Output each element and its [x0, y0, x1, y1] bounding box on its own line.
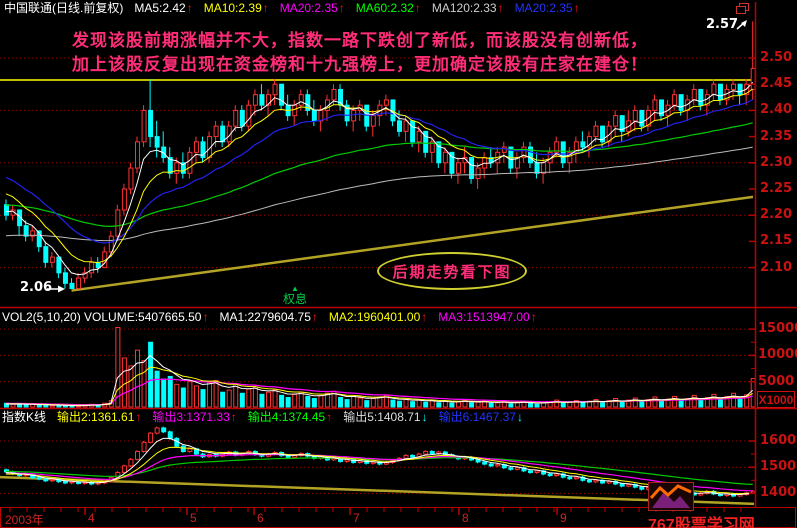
indicator-value: VOL2(5,10,20) VOLUME:5407665.50 ↑ [2, 310, 208, 324]
indicator-value: MA120:2.33 ↑ [432, 1, 504, 15]
callout-arrows [47, 20, 747, 293]
indicator-value: 输出6:1467.37 ↓ [439, 410, 523, 424]
watermark-site-name: 767股票学习网 [648, 517, 755, 528]
indicator-value: 输出2:1361.61 ↑ [57, 410, 141, 424]
indicator-value: 指数K线 [2, 410, 46, 424]
indicator-value: 输出3:1371.33 ↑ [152, 410, 236, 424]
axis-label: 10000 [758, 347, 797, 363]
up-arrow-icon: ↑ [326, 410, 333, 424]
index-pane-header: 指数K线 输出2:1361.61 ↑ 输出3:1371.33 ↑ 输出4:1374.45 ↑… [2, 410, 523, 424]
watermark: 767股票学习网 www.net767.com [648, 482, 797, 528]
triangle-up-icon: ▲ [291, 284, 299, 293]
up-arrow-icon: ↑ [573, 1, 580, 15]
indicator-value: MA1:2279604.75 ↑ [219, 310, 317, 324]
axis-label: 1500 [760, 459, 797, 475]
restore-square-front [736, 6, 746, 14]
timeline-label: 9 [560, 511, 567, 525]
indicator-value: MA20:2.35 ↑ [515, 1, 580, 15]
indicator-value: MA10:2.39 ↑ [204, 1, 269, 15]
up-arrow-icon: ↑ [414, 1, 421, 15]
axis-label: 15000 [758, 321, 797, 337]
up-arrow-icon: ↑ [421, 310, 428, 324]
axis-label: 2.30 [760, 154, 793, 170]
indicator-text: 指数K线 [2, 410, 47, 424]
indicator-text: 输出6:1467.37 [438, 410, 516, 424]
indicator-value: 输出5:1408.71 ↓ [343, 410, 427, 424]
timeline [9, 508, 742, 515]
indicator-value: MA60:2.32 ↑ [356, 1, 421, 15]
up-arrow-icon: ↑ [338, 1, 345, 15]
indicator-value: MA5:2.42 ↑ [134, 1, 192, 15]
timeline-label: 5 [190, 511, 197, 525]
axis-label: 2.50 [760, 50, 793, 65]
timeline-label: 8 [462, 511, 469, 525]
indicator-text: MA10:2.39 [203, 1, 262, 15]
low-price-label: 2.06 [20, 280, 53, 295]
indicator-value: MA3:1513947.00 ↑ [438, 310, 536, 324]
volume-unit-badge: X1000 [757, 391, 795, 408]
ex-rights-label: 权息 [283, 292, 308, 306]
indicator-text: MA2:1960401.00 [328, 310, 421, 324]
indicator-text: MA3:1513947.00 [438, 310, 530, 324]
volume-bars [4, 327, 755, 408]
volume-pane-header: VOL2(5,10,20) VOLUME:5407665.50 ↑ MA1:2279… [2, 310, 537, 324]
timeline-label: 6 [257, 511, 264, 525]
indicator-value: MA20:2.35 ↑ [280, 1, 345, 15]
indicator-text: MA120:2.33 [431, 1, 497, 15]
up-arrow-icon: ↑ [135, 410, 142, 424]
timeline-label: 7 [353, 511, 360, 525]
up-arrow-icon: ↑ [497, 1, 504, 15]
main-pane-header: 中国联通(日线.前复权) MA5:2.42 ↑ MA10:2.39 ↑ MA20:2.3… [4, 1, 580, 15]
up-arrow-icon: ↑ [262, 1, 269, 15]
axis-label: 2.45 [760, 76, 793, 92]
timeline-label: 2003年 [5, 513, 44, 527]
ex-rights-marker: ▲ 权息 [283, 284, 308, 306]
indicator-text: VOL2(5,10,20) VOLUME:5407665.50 [2, 310, 202, 324]
axis-label: 5000 [758, 373, 795, 389]
up-arrow-icon: ↑ [530, 310, 537, 324]
up-arrow-icon: ↑ [230, 410, 237, 424]
indicator-value: 输出4:1374.45 ↑ [248, 410, 332, 424]
axis-label: 1400 [760, 485, 797, 501]
index-ma-lines [5, 437, 753, 496]
indicator-text: 输出5:1408.71 [343, 410, 421, 424]
indicator-text: MA60:2.32 [355, 1, 414, 15]
volume-ma-lines [5, 354, 754, 407]
indicator-text: MA20:2.35 [514, 1, 573, 15]
indicator-text: 输出4:1374.45 [247, 410, 326, 424]
chart-title: 中国联通(日线.前复权) [4, 1, 124, 15]
up-arrow-icon: ↑ [186, 1, 193, 15]
price-ma-lines [5, 82, 754, 276]
restore-window-icon[interactable] [736, 3, 749, 14]
axis-label: 2.15 [760, 233, 793, 249]
indicator-text: MA20:2.35 [279, 1, 338, 15]
timeline-label: 4 [88, 511, 95, 525]
annotation-line1: 发现该股前期涨幅并不大，指数一路下跌创了新低，而该股没有创新低， [72, 31, 648, 50]
up-arrow-icon: ↑ [311, 310, 318, 324]
axis-label: 2.25 [760, 181, 793, 196]
axis-label: 2.20 [760, 207, 793, 223]
main-candles [4, 21, 755, 290]
down-arrow-icon: ↓ [516, 410, 523, 424]
axis-label: 2.10 [760, 259, 793, 275]
indicator-text: MA1:2279604.75 [219, 310, 311, 324]
axis-label: 1600 [760, 433, 797, 448]
trendlines [0, 79, 754, 292]
axis-label: 2.35 [760, 128, 793, 144]
annotation-line2: 加上该股反复出现在资金榜和十九强榜上，更加确定该股有庄家在建仓！ [72, 55, 648, 74]
ellipse-callout: 后期走势看下图 [377, 252, 527, 290]
ellipse-label: 后期走势看下图 [392, 263, 512, 281]
down-arrow-icon: ↓ [421, 410, 428, 424]
up-arrow-icon: ↑ [202, 310, 209, 324]
watermark-logo-icon [648, 482, 694, 511]
index-trendline [0, 475, 755, 506]
indicator-text: 输出3:1371.33 [152, 410, 230, 424]
peak-price-label: 2.57 [706, 17, 739, 32]
indicator-text: MA5:2.42 [134, 1, 186, 15]
indicator-value: MA2:1960401.00 ↑ [329, 310, 427, 324]
indicator-text: 输出2:1361.61 [57, 410, 135, 424]
axis-label: 2.40 [760, 102, 793, 118]
